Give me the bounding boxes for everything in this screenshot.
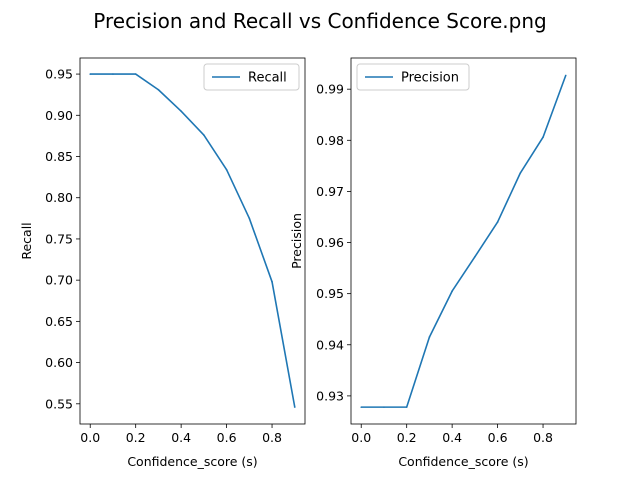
legend-box [203,63,300,91]
y-tick-label: 0.96 [316,235,344,250]
x-tick-label: 0.0 [80,430,100,445]
y-tick-label: 0.90 [45,108,73,123]
data-point [157,88,160,91]
y-axis-label: Precision [289,213,304,269]
data-point [519,172,522,174]
x-tick-label: 0.4 [442,430,462,445]
axes-frame [350,57,577,425]
y-tick-label: 0.98 [316,133,344,148]
y-tick-label: 0.85 [45,149,73,164]
data-point [293,406,296,408]
data-point [134,73,137,75]
axes-frame [79,57,306,425]
y-tick-label: 0.55 [45,396,73,411]
data-point [225,168,228,171]
legend-label: Precision [401,71,459,86]
legend: Precision [356,63,470,91]
recall-subplot: 0.0 0.2 0.4 0.6 0.8 0.55 0.60 0.65 0.70 0.75 0.80 0… [19,57,306,469]
legend-box [356,63,470,91]
x-tick-label: 0.6 [488,430,508,445]
y-tick-label: 0.99 [316,82,344,97]
data-point [428,336,431,338]
data-point [271,281,273,283]
legend-label: Recall [248,71,287,86]
x-tick-label: 0.6 [217,430,237,445]
data-point [383,406,385,408]
x-axis-label: Confidence_score (s) [398,454,528,469]
data-point [203,134,205,136]
data-point [180,110,182,112]
y-tick-label: 0.97 [316,184,344,199]
x-tick-label: 0.4 [171,430,191,445]
y-axis-label: Recall [19,222,34,259]
y-tick-label: 0.95 [316,286,344,301]
data-point [360,406,363,408]
data-point [496,221,499,223]
x-axis-label: Confidence_score (s) [127,454,257,469]
y-tick-label: 0.60 [45,355,73,370]
series-line-recall [90,73,296,408]
legend: Recall [203,63,300,91]
data-point [474,256,476,258]
y-tick-label: 0.94 [316,337,344,352]
y-tick-label: 0.80 [45,190,73,205]
data-point [248,217,251,220]
precision-subplot: 0.0 0.2 0.4 0.6 0.8 0.93 0.94 0.95 0.96 0.97 0.98 0… [289,57,577,469]
data-point [89,73,92,75]
y-tick-label: 0.95 [45,67,73,82]
x-tick-label: 0.8 [262,430,282,445]
figure-title: Precision and Recall vs Confidence Score… [93,9,546,33]
x-tick-label: 0.2 [397,430,417,445]
y-tick-label: 0.75 [45,231,73,246]
x-tick-label: 0.0 [351,430,371,445]
data-point [542,136,544,139]
x-tick-label: 0.8 [533,430,553,445]
y-tick-label: 0.65 [45,314,73,329]
data-point [564,74,567,77]
data-point [112,73,114,75]
y-tick-label: 0.70 [45,273,73,288]
x-tick-label: 0.2 [126,430,146,445]
data-point [451,290,453,292]
data-point [405,406,408,408]
y-tick-label: 0.93 [316,388,344,403]
series-line-precision [361,75,567,408]
